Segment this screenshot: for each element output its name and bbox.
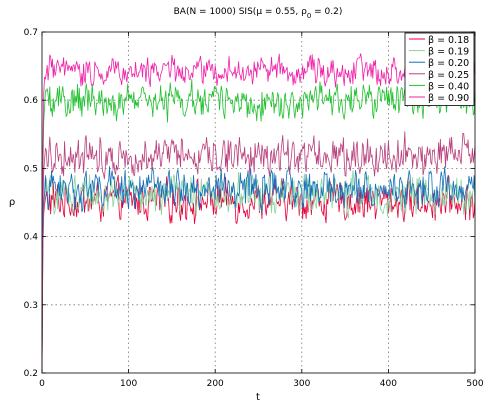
y-tick-label: 0.5	[24, 164, 38, 174]
legend: β = 0.18β = 0.19β = 0.20β = 0.25β = 0.40…	[405, 33, 474, 106]
legend-entry-5: β = 0.90	[428, 93, 469, 104]
y-tick-label: 0.4	[24, 233, 39, 243]
y-tick-label: 0.7	[24, 28, 38, 38]
series-line-3	[42, 131, 475, 373]
legend-entry-2: β = 0.20	[428, 58, 469, 69]
x-tick-label: 300	[293, 379, 310, 389]
series-line-0	[42, 175, 475, 373]
legend-entry-3: β = 0.25	[428, 70, 469, 81]
y-tick-label: 0.3	[24, 301, 38, 311]
x-tick-label: 200	[207, 379, 224, 389]
x-tick-label: 0	[39, 379, 45, 389]
y-tick-label: 0.2	[24, 369, 38, 379]
legend-entry-0: β = 0.18	[428, 35, 469, 46]
series-line-4	[42, 79, 475, 373]
x-tick-label: 400	[380, 379, 397, 389]
x-tick-label: 100	[120, 379, 137, 389]
chart-title: BA(N = 1000) SIS(μ = 0.55, ρ0 = 0.2)	[174, 7, 343, 20]
y-axis-label: ρ	[9, 197, 15, 208]
legend-entry-1: β = 0.19	[428, 47, 469, 58]
y-tick-label: 0.6	[24, 96, 39, 106]
x-axis-label: t	[256, 392, 260, 403]
legend-entry-4: β = 0.40	[428, 81, 469, 92]
x-tick-label: 500	[466, 379, 483, 389]
